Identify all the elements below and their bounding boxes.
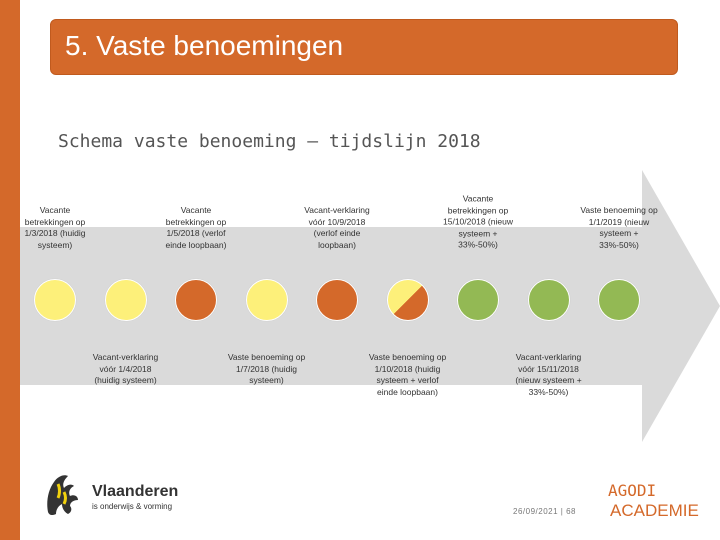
timeline-label-3: Vacante betrekkingen op 1/5/2018 (verlof… [165, 205, 227, 250]
timeline-node-5 [316, 279, 358, 321]
logo-tagline: is onderwijs & vorming [92, 502, 173, 511]
timeline-node-9 [598, 279, 640, 321]
page-title: 5. Vaste benoemingen [65, 30, 344, 61]
timeline-label-9: Vaste benoeming op 1/1/2019 (nieuw syste… [580, 205, 658, 250]
timeline-node-7 [457, 279, 499, 321]
timeline-node-4 [245, 279, 288, 321]
logo-name: Vlaanderen [92, 483, 179, 500]
timeline-node-3 [175, 279, 217, 321]
title-banner: 5. Vaste benoemingen [50, 19, 678, 75]
date-page-number: 26/09/2021 | 68 [513, 507, 576, 516]
timeline-label-5: Vacant-verklaring vóór 10/9/2018 (verlof… [304, 205, 370, 250]
page-subtitle: Schema vaste benoeming – tijdslijn 2018 [58, 131, 481, 152]
vlaanderen-lion-logo [47, 475, 78, 516]
timeline-label-2: Vacant-verklaring vóór 1/4/2018 (huidig … [92, 352, 159, 385]
brand-academie: ACADEMIE [610, 501, 699, 520]
timeline-node-6 [386, 279, 429, 321]
timeline-node-8 [527, 279, 570, 321]
timeline-arrow [20, 170, 720, 442]
brand-agodi: AGODI [608, 481, 657, 500]
timeline-label-8: Vacant-verklaring vóór 15/11/2018 (nieuw… [515, 352, 582, 397]
timeline-node-2 [104, 279, 147, 321]
timeline-label-7: Vacante betrekkingen op 15/10/2018 (nieu… [443, 193, 513, 250]
timeline-node-1 [34, 279, 76, 321]
timeline-label-1: Vacante betrekkingen op 1/3/2018 (huidig… [24, 205, 86, 250]
timeline-label-4: Vaste benoeming op 1/7/2018 (huidig syst… [227, 352, 306, 385]
timeline-arrow-shape [20, 170, 720, 442]
left-accent-bar [0, 0, 20, 540]
timeline-label-6: Vaste benoeming op 1/10/2018 (huidig sys… [368, 352, 447, 397]
